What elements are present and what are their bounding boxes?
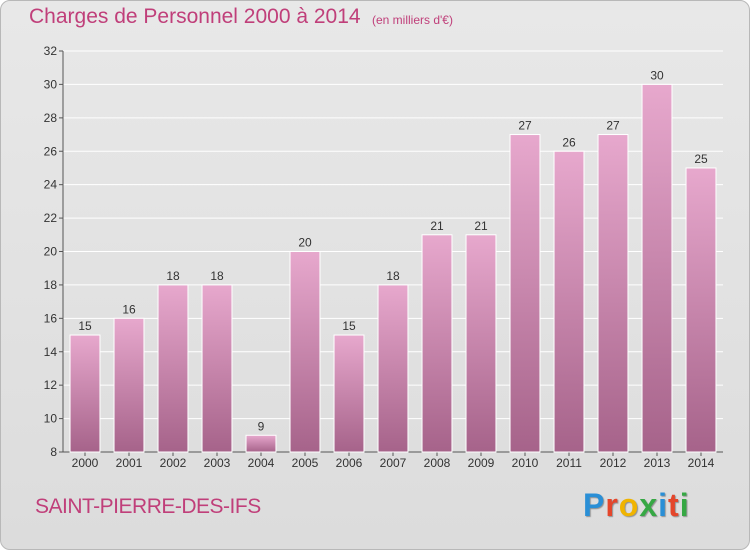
bar [201,284,233,453]
x-tick-label: 2003 [204,456,231,470]
bar [113,317,145,453]
bar [377,284,409,453]
y-tick-label: 16 [44,311,58,325]
logo-letter: r [605,487,619,523]
y-axis-ticks: 8 10 12 14 16 18 20 22 24 26 28 30 32 [44,44,58,459]
data-label: 18 [386,269,400,283]
x-tick-label: 2006 [336,456,363,470]
x-tick-label: 2010 [512,456,539,470]
commune-name: SAINT-PIERRE-DES-IFS [35,495,261,518]
data-label: 27 [606,119,620,133]
y-tick-label: 14 [44,345,58,359]
x-tick-label: 2001 [116,456,143,470]
bar [465,234,497,453]
data-label: 15 [342,319,356,333]
y-tick-label: 28 [44,111,58,125]
logo-letter: i [658,487,669,523]
data-label: 18 [210,269,224,283]
bar [421,234,453,453]
y-tick-label: 18 [44,278,58,292]
data-labels: 15 16 18 18 9 20 15 18 21 21 27 26 27 30 25 [78,68,708,433]
chart-unit: (en milliers d'€) [372,13,453,27]
bars [69,83,717,453]
data-label: 30 [650,68,664,82]
bar [641,83,673,453]
bar [685,167,717,453]
logo-letter: o [618,487,640,523]
x-tick-label: 2013 [644,456,671,470]
y-tick-label: 26 [44,144,58,158]
data-label: 26 [562,135,576,149]
logo-letter: P [583,487,606,523]
logo-letter: i [679,487,690,523]
x-tick-label: 2005 [292,456,319,470]
x-tick-label: 2000 [72,456,99,470]
bar [509,134,541,453]
y-tick-label: 12 [44,378,58,392]
data-label: 21 [430,219,444,233]
chart-title: Charges de Personnel 2000 à 2014 [29,5,361,28]
x-tick-label: 2008 [424,456,451,470]
y-tick-label: 10 [44,412,58,426]
y-tick-label: 24 [44,178,58,192]
y-tick-label: 20 [44,245,58,259]
data-label: 16 [122,302,136,316]
bar [245,434,277,453]
x-tick-label: 2009 [468,456,495,470]
x-axis-ticks: 2000 2001 2002 2003 2004 2005 2006 2007 2008 2009… [72,456,715,470]
x-tick-label: 2011 [556,456,582,470]
data-label: 9 [258,419,265,433]
bar [333,334,365,453]
data-label: 15 [78,319,92,333]
x-tick-label: 2012 [600,456,627,470]
data-label: 21 [474,219,488,233]
bar [157,284,189,453]
data-label: 18 [166,269,180,283]
y-tick-label: 22 [44,211,58,225]
x-tick-label: 2014 [688,456,715,470]
x-tick-label: 2007 [380,456,407,470]
bar [289,251,321,453]
y-tick-label: 8 [50,445,57,459]
x-tick-label: 2002 [160,456,187,470]
data-label: 20 [298,236,312,250]
data-label: 27 [518,119,532,133]
x-tick-label: 2004 [248,456,275,470]
proxiti-logo[interactable]: Proxiti [583,487,690,524]
bar [69,334,101,453]
y-tick-label: 30 [44,77,58,91]
logo-letter: x [639,487,659,523]
data-label: 25 [694,152,708,166]
bar [553,150,585,453]
y-tick-label: 32 [44,44,58,58]
bar [597,134,629,453]
logo-letter: t [668,487,680,523]
